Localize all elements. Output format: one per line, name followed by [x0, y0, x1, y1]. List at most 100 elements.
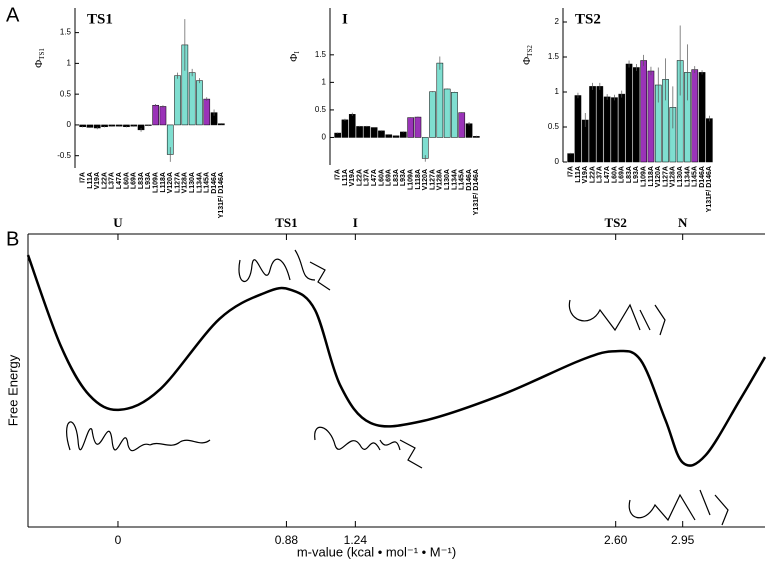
- bar: [647, 70, 655, 163]
- category-label: L37A: [364, 169, 371, 186]
- bar: [429, 91, 436, 138]
- category-label: L134A: [684, 166, 691, 187]
- category-label: V128A: [670, 166, 677, 187]
- state-label: U: [113, 215, 123, 230]
- bar: [589, 86, 596, 163]
- state-label: I: [353, 215, 358, 230]
- y-tick-label: 0.5: [60, 89, 72, 98]
- bar: [436, 62, 444, 138]
- bar: [574, 95, 582, 163]
- category-label: I7A: [334, 169, 341, 180]
- category-label: L127A: [662, 166, 669, 187]
- y-tick-label: 0: [322, 133, 327, 142]
- category-label: L127A: [174, 172, 181, 193]
- bar: [640, 60, 647, 163]
- bar: [348, 114, 356, 138]
- y-tick-label: 1.5: [60, 28, 72, 37]
- category-label: L11A: [87, 172, 94, 189]
- bar: [203, 98, 211, 126]
- x-axis-label: m-value (kcal • mol⁻¹ • M⁻¹): [297, 544, 456, 559]
- y-tick-label: 1: [555, 87, 560, 96]
- bar: [618, 93, 626, 163]
- category-label: L60A: [378, 169, 385, 186]
- structure-ts2: [568, 299, 666, 336]
- bar: [596, 86, 604, 163]
- y-tick-label: -0.5: [57, 151, 71, 160]
- state-label: TS1: [275, 215, 297, 230]
- structure-intermediate: [314, 426, 423, 469]
- x-tick-label: 1.24: [344, 533, 368, 547]
- category-label: L11A: [575, 166, 582, 183]
- bar: [196, 80, 203, 126]
- structure-native: [628, 489, 729, 526]
- category-label: Y131F/ D146A: [218, 172, 225, 218]
- y-axis-subscript: TS2: [526, 45, 534, 57]
- bar: [691, 69, 699, 163]
- panel-label: A: [6, 4, 20, 26]
- y-tick-label: 0.5: [315, 105, 327, 114]
- x-tick-label: 2.95: [671, 533, 695, 547]
- bar: [611, 97, 618, 163]
- category-label: L130A: [189, 172, 196, 193]
- bar: [414, 116, 422, 138]
- category-label: L47A: [604, 166, 611, 183]
- category-label: D146A: [699, 166, 706, 188]
- bar: [159, 106, 167, 126]
- state-label: N: [678, 215, 688, 230]
- category-label: L60A: [611, 166, 618, 183]
- structure-ts1: [238, 249, 331, 291]
- y-tick-label: 0: [67, 120, 72, 129]
- bar: [341, 119, 349, 138]
- category-label: V120A: [167, 172, 174, 193]
- category-label: L83A: [138, 172, 145, 189]
- category-label: L69A: [131, 172, 138, 189]
- y-axis-label: Free Energy: [5, 354, 20, 426]
- category-label: L130A: [444, 169, 451, 190]
- category-label: L145A: [459, 169, 466, 190]
- bar: [465, 123, 473, 138]
- category-label: L109A: [640, 166, 647, 187]
- bar: [633, 67, 640, 163]
- category-label: L109A: [407, 169, 414, 190]
- x-tick-label: 2.60: [604, 533, 628, 547]
- y-tick-label: 1: [322, 77, 327, 86]
- bar: [370, 127, 378, 138]
- x-tick-label: 0.88: [275, 533, 299, 547]
- category-label: L145A: [692, 166, 699, 187]
- state-label: TS2: [604, 215, 626, 230]
- bar: [356, 126, 363, 138]
- bar: [698, 72, 706, 163]
- category-label: L22A: [589, 166, 596, 183]
- category-label: V19A: [582, 166, 589, 184]
- y-tick-label: 1.5: [315, 50, 327, 59]
- bar: [152, 104, 159, 126]
- category-label: L22A: [356, 169, 363, 186]
- bar: [188, 72, 196, 126]
- bar: [174, 75, 181, 126]
- category-label: I7A: [567, 166, 574, 177]
- y-axis-label: ΦTS1: [33, 48, 46, 68]
- category-label: Y131F/ D146A: [473, 169, 480, 215]
- bar: [407, 117, 414, 138]
- category-label: L47A: [371, 169, 378, 186]
- y-tick-label: 1: [67, 58, 72, 67]
- category-label: L145A: [204, 172, 211, 193]
- category-label: L83A: [626, 166, 633, 183]
- y-tick-label: 0.5: [548, 122, 560, 131]
- category-label: L130A: [677, 166, 684, 187]
- category-label: L69A: [619, 166, 626, 183]
- category-label: L22A: [101, 172, 108, 189]
- category-label: L118A: [160, 172, 167, 193]
- category-label: V19A: [94, 172, 101, 190]
- y-tick-label: 1.5: [548, 52, 560, 61]
- category-label: L93A: [400, 169, 407, 186]
- bar: [603, 96, 611, 163]
- y-axis-subscript: TS1: [38, 48, 46, 60]
- category-label: D146A: [466, 169, 473, 191]
- bar: [334, 132, 341, 138]
- bar: [625, 63, 633, 163]
- category-label: V120A: [422, 169, 429, 190]
- bar: [567, 153, 574, 163]
- category-label: V128A: [437, 169, 444, 190]
